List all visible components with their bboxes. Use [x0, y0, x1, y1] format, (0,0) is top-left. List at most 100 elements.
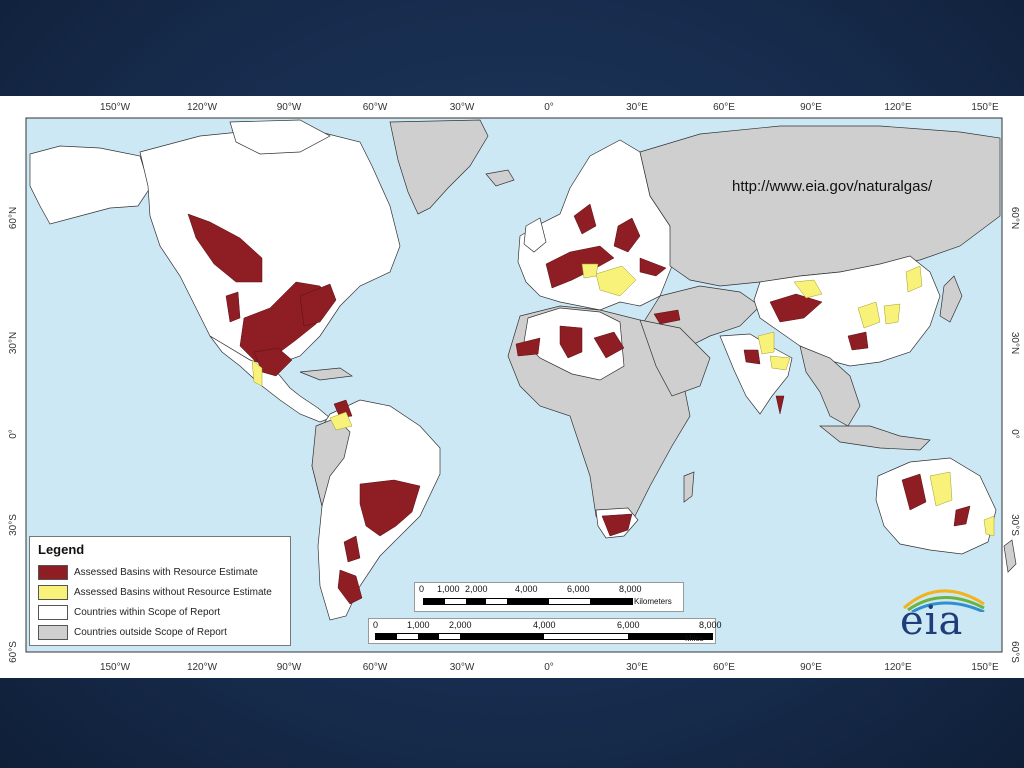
lon-label: 60°W — [363, 102, 388, 113]
lat-label: 0° — [8, 429, 19, 439]
legend-item: Assessed Basins without Resource Estimat… — [38, 582, 282, 602]
scale-tick: 2,000 — [465, 584, 488, 594]
lon-label: 0° — [544, 662, 554, 673]
new-zealand — [1003, 539, 1017, 573]
legend-label: Assessed Basins with Resource Estimate — [74, 566, 258, 578]
basin-india-1 — [743, 349, 761, 365]
lon-label: 150°W — [100, 662, 131, 673]
basin-colombia — [333, 399, 353, 419]
scale-tick: 6,000 — [617, 620, 640, 630]
basin-australia-1 — [901, 473, 927, 511]
lat-label: 60°S — [8, 641, 19, 663]
basin-us-west — [225, 291, 241, 323]
lat-label: 30°N — [8, 332, 19, 354]
basin-australia-2 — [953, 505, 971, 527]
scale-bar-km: 0 1,000 2,000 4,000 6,000 8,000 Kilomete… — [414, 582, 684, 612]
map-canvas: 150°W 120°W 90°W 60°W 30°W 0° 30°E 60°E … — [0, 96, 1024, 678]
basin-south-africa — [601, 513, 633, 537]
basin-europe-yellow-1 — [595, 265, 637, 297]
alaska — [29, 145, 151, 225]
legend-item: Assessed Basins with Resource Estimate — [38, 562, 282, 582]
scale-tick: 0 — [419, 584, 425, 594]
basin-poland — [613, 217, 641, 253]
basin-western-canada — [187, 213, 263, 283]
scale-tick: 1,000 — [437, 584, 460, 594]
basin-europe-yellow-2 — [581, 263, 599, 279]
lon-label: 30°E — [626, 662, 648, 673]
arctic-islands — [229, 119, 331, 155]
basin-turkey — [653, 309, 681, 325]
iceland — [485, 169, 515, 187]
latitude-labels-left: 60°N 30°N 0° 30°S 60°S — [8, 207, 19, 663]
basin-china-yellow-2 — [905, 265, 923, 293]
legend-item: Countries within Scope of Report — [38, 602, 282, 622]
lon-label: 60°E — [713, 102, 735, 113]
basin-australia-yellow-2 — [983, 515, 995, 537]
lon-label: 120°E — [884, 662, 912, 673]
lat-label: 30°S — [8, 514, 19, 536]
basin-europe-1 — [573, 203, 597, 235]
legend-swatch — [38, 604, 68, 620]
scale-bar — [375, 633, 713, 640]
scale-tick: 0 — [373, 620, 379, 630]
uk — [523, 217, 547, 253]
basin-ukraine — [639, 257, 667, 277]
greenland — [389, 119, 489, 215]
lon-label: 90°E — [800, 102, 822, 113]
lon-label: 90°W — [277, 662, 302, 673]
scale-tick: 8,000 — [699, 620, 722, 630]
scale-tick: 2,000 — [449, 620, 472, 630]
basin-us-east — [299, 283, 337, 327]
scale-bar-miles: 0 1,000 2,000 4,000 6,000 8,000 Miles — [368, 618, 722, 644]
latitude-labels-right: 60°N 30°N 0° 30°S 60°S — [1009, 207, 1020, 663]
lon-label: 0° — [544, 102, 554, 113]
landmasses — [29, 119, 1017, 621]
scale-unit: Miles — [685, 634, 704, 643]
basin-china-yellow-3 — [883, 303, 901, 325]
madagascar — [683, 471, 695, 503]
scale-ticks: 0 1,000 2,000 4,000 6,000 8,000 — [415, 583, 683, 595]
lon-label: 90°E — [800, 662, 822, 673]
lon-label: 120°E — [884, 102, 912, 113]
lon-label: 60°W — [363, 662, 388, 673]
basin-europe-2 — [545, 245, 615, 289]
world-shale-basins-map: 150°W 120°W 90°W 60°W 30°W 0° 30°E 60°E … — [0, 96, 1024, 678]
scale-bar — [423, 598, 633, 605]
logo-swoosh-icon — [903, 589, 985, 612]
scale-ticks: 0 1,000 2,000 4,000 6,000 8,000 — [369, 619, 722, 631]
lat-label: 0° — [1009, 429, 1020, 439]
cuba — [299, 367, 353, 381]
north-america — [139, 129, 401, 367]
legend-swatch — [38, 624, 68, 640]
longitude-labels-top: 150°W 120°W 90°W 60°W 30°W 0° 30°E 60°E … — [100, 102, 999, 113]
basin-india-yellow-2 — [769, 355, 791, 371]
basin-argentina-1 — [343, 535, 361, 563]
basin-sichuan — [847, 331, 869, 351]
lon-label: 90°W — [277, 102, 302, 113]
basin-tarim — [769, 293, 823, 323]
scale-unit: Kilometers — [634, 597, 672, 606]
lon-label: 150°E — [971, 662, 999, 673]
lon-label: 120°W — [187, 662, 218, 673]
indonesia — [819, 425, 931, 451]
lon-label: 30°W — [450, 102, 475, 113]
legend-swatch — [38, 584, 68, 600]
arabia — [639, 319, 711, 397]
assessed-basins — [187, 203, 971, 605]
basin-north-africa-1 — [515, 337, 541, 357]
basin-colombia-yellow — [329, 411, 353, 431]
assessed-basins-no-estimate — [251, 263, 995, 537]
basin-parana — [359, 479, 421, 537]
lon-label: 30°E — [626, 102, 648, 113]
longitude-labels-bottom: 150°W 120°W 90°W 60°W 30°W 0° 30°E 60°E … — [100, 662, 999, 673]
lon-label: 150°E — [971, 102, 999, 113]
scale-tick: 1,000 — [407, 620, 430, 630]
scale-tick: 8,000 — [619, 584, 642, 594]
basin-china-yellow-1 — [857, 301, 881, 329]
basin-india-yellow — [757, 331, 775, 355]
map-legend: Legend Assessed Basins with Resource Est… — [29, 536, 291, 646]
scale-tick: 6,000 — [567, 584, 590, 594]
lat-label: 60°N — [8, 207, 19, 229]
legend-title: Legend — [38, 542, 85, 557]
lat-label: 30°S — [1009, 514, 1020, 536]
